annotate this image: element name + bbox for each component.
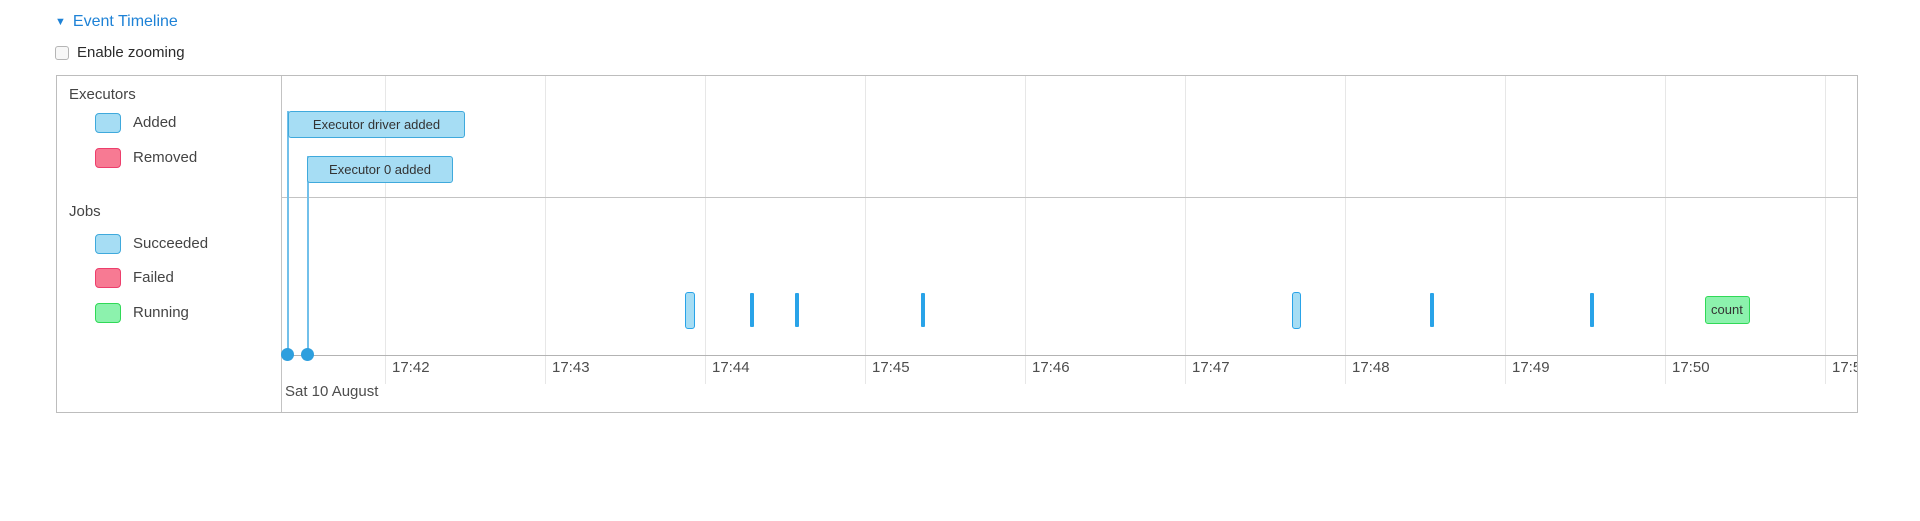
executor-event-line <box>307 156 309 355</box>
event-timeline-toggle[interactable]: ▼ Event Timeline <box>55 13 178 31</box>
failed-legend-swatch <box>95 268 121 288</box>
time-gridline <box>545 76 546 384</box>
time-axis-line <box>57 355 1857 356</box>
running-job-item[interactable]: count <box>1705 296 1750 324</box>
timeline-chart: 17:42 17:43 17:44 17:45 17:46 17:47 17:48 17:49… <box>56 75 1858 413</box>
added-legend-swatch <box>95 113 121 133</box>
enable-zooming-checkbox[interactable] <box>55 45 69 60</box>
legend-row-running: Running <box>95 303 189 323</box>
axis-tick-label: 17:42 <box>392 359 430 376</box>
group-separator <box>57 197 1857 198</box>
job-item[interactable] <box>1292 292 1301 329</box>
succeeded-legend-swatch <box>95 234 121 254</box>
executor-event-box[interactable]: Executor driver added <box>288 111 465 138</box>
failed-legend-label: Failed <box>133 269 174 286</box>
running-legend-swatch <box>95 303 121 323</box>
time-gridline <box>1825 76 1826 384</box>
axis-tick-label: 17:50 <box>1672 359 1710 376</box>
group-label-column: Executors Added Removed Jobs Succeeded F… <box>57 76 282 412</box>
time-gridline <box>1665 76 1666 384</box>
enable-zooming-row: Enable zooming <box>55 44 185 61</box>
job-item[interactable] <box>921 293 925 327</box>
axis-tick-label: 17:49 <box>1512 359 1550 376</box>
added-legend-label: Added <box>133 114 177 131</box>
job-item[interactable] <box>795 293 799 327</box>
group-title-jobs: Jobs <box>69 203 101 220</box>
job-item[interactable] <box>1590 293 1594 327</box>
legend-row-failed: Failed <box>95 268 174 288</box>
legend-row-added: Added <box>95 113 176 133</box>
axis-tick-label: 17:47 <box>1192 359 1230 376</box>
legend-row-removed: Removed <box>95 148 197 168</box>
time-gridline <box>1505 76 1506 384</box>
executor-event-box[interactable]: Executor 0 added <box>307 156 453 183</box>
running-legend-label: Running <box>133 304 189 321</box>
axis-tick-label: 17:43 <box>552 359 590 376</box>
legend-row-succeeded: Succeeded <box>95 234 208 254</box>
time-gridline <box>705 76 706 384</box>
job-item[interactable] <box>1430 293 1434 327</box>
page-title: Event Timeline <box>72 13 178 30</box>
axis-tick-label: 17:45 <box>872 359 910 376</box>
enable-zooming-label: Enable zooming <box>77 44 185 61</box>
axis-tick-label: 17:44 <box>712 359 750 376</box>
axis-tick-label: 17:46 <box>1032 359 1070 376</box>
executor-event-dot <box>301 348 314 361</box>
removed-legend-swatch <box>95 148 121 168</box>
succeeded-legend-label: Succeeded <box>133 235 209 252</box>
time-gridline <box>1025 76 1026 384</box>
job-item[interactable] <box>685 292 695 329</box>
collapse-triangle-icon: ▼ <box>55 16 66 28</box>
axis-tick-label: 17:48 <box>1352 359 1390 376</box>
time-gridline <box>1185 76 1186 384</box>
executor-event-dot <box>281 348 294 361</box>
time-gridline <box>1345 76 1346 384</box>
executor-event-line <box>287 111 289 355</box>
axis-tick-label: 17:51 <box>1832 359 1857 376</box>
group-title-executors: Executors <box>69 86 136 103</box>
time-gridline <box>385 76 386 384</box>
removed-legend-label: Removed <box>133 149 198 166</box>
axis-date-label: Sat 10 August <box>285 383 379 400</box>
job-item[interactable] <box>750 293 754 327</box>
time-gridline <box>865 76 866 384</box>
